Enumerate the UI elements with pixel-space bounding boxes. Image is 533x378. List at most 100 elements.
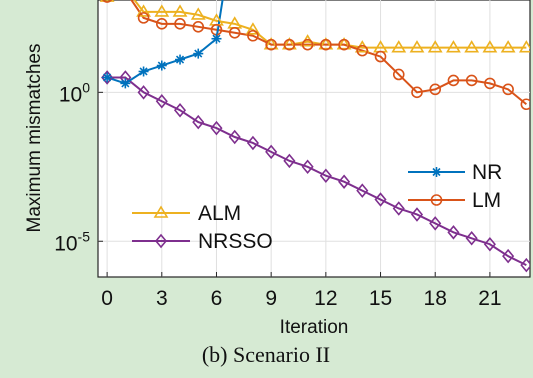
y-tick-label: 10-5 <box>54 228 90 255</box>
legend-lm-label: LM <box>472 189 501 212</box>
series-nr-point-stroke <box>157 61 166 70</box>
series-nrsso-point <box>192 114 205 130</box>
series-nr-point <box>138 66 149 77</box>
series-nrsso-point <box>173 102 187 118</box>
legend-nrsso-marker <box>154 233 168 249</box>
series-nrsso-point <box>356 183 369 198</box>
legend-nr-label: NR <box>472 161 502 184</box>
series-lm-point <box>392 68 405 81</box>
series-nrsso-point <box>483 236 496 252</box>
series-nrsso-point <box>283 153 296 169</box>
series-nrsso-point <box>319 168 332 183</box>
x-tick-label: 9 <box>265 287 277 310</box>
series-lm-line <box>130 0 527 106</box>
series-nrsso-point <box>265 144 278 160</box>
series-nrsso-point <box>410 207 424 222</box>
series-lm-point <box>247 29 259 42</box>
series-nr-point <box>211 33 222 44</box>
series-alm-point <box>245 22 261 35</box>
series-lm-point <box>484 77 496 90</box>
series-nrsso-point <box>228 129 241 145</box>
series-nr-point-stroke <box>212 34 221 43</box>
series-nr-point <box>156 60 167 71</box>
series-lm-point <box>411 86 423 99</box>
series-markers <box>99 0 530 273</box>
series-nrsso-point <box>502 248 515 264</box>
series-alm-point <box>281 37 297 50</box>
series-alm-point <box>154 4 170 17</box>
series-alm-point <box>336 37 352 50</box>
legend-nrsso-label: NRSSO <box>198 230 273 253</box>
figure-caption: (b) Scenario II <box>202 342 330 367</box>
series-alm-point <box>136 4 151 17</box>
series-alm-point <box>190 7 206 20</box>
series-alm-point <box>391 40 407 53</box>
y-tick-base: 10 <box>54 232 77 255</box>
series-lm-point <box>301 38 314 51</box>
series-alm-point <box>464 40 480 53</box>
series-nr-point-stroke <box>121 79 130 88</box>
series-nr-point-stroke <box>103 73 112 82</box>
y-tick-exponent: 0 <box>82 79 90 95</box>
series-alm-point <box>172 4 188 17</box>
series-nrsso-point <box>246 135 259 151</box>
series-alm-point <box>500 40 516 53</box>
series-lm-point <box>374 50 387 63</box>
series-lm-point <box>520 98 530 111</box>
series-lm-point <box>502 83 514 96</box>
series-lm-point <box>338 38 350 51</box>
series-lm-point <box>174 18 186 30</box>
series-alm-point <box>99 0 115 2</box>
x-tick-label: 3 <box>156 287 168 310</box>
series-nrsso-point <box>301 159 314 175</box>
series-nrsso-point <box>155 94 168 109</box>
series-lm-point <box>356 44 369 57</box>
series-alm-point <box>482 40 498 53</box>
series-lm-point <box>465 74 478 87</box>
series-lm-point <box>429 83 442 96</box>
x-tick-label: 21 <box>478 287 501 310</box>
series-lm-point <box>320 38 332 51</box>
series-nr-point <box>175 54 186 65</box>
x-axis-label: Iteration <box>280 317 349 338</box>
series-nrsso-point <box>374 192 387 207</box>
series-nrsso-point <box>392 201 405 216</box>
x-tick-label: 12 <box>314 287 337 310</box>
legend-alm-label: ALM <box>198 202 241 225</box>
legend-nr-symbol-stroke <box>432 167 441 177</box>
series-alm-point <box>263 37 279 50</box>
x-tick-label: 6 <box>211 287 223 310</box>
series-nrsso-point <box>429 216 442 231</box>
series-nr-point-stroke <box>139 67 148 76</box>
x-tick-label: 15 <box>369 287 392 310</box>
series-nr-point <box>120 78 131 89</box>
series-nrsso-point <box>101 70 114 85</box>
legend-nr-lm: NR LM <box>408 161 502 212</box>
series-nr-point <box>193 48 204 59</box>
grid <box>98 0 530 277</box>
series-nr-point <box>102 72 113 83</box>
series-nrsso-point <box>447 225 460 240</box>
series-lm-point <box>137 12 150 24</box>
legend-lm-marker <box>430 194 443 206</box>
series-nrsso-point <box>210 120 223 136</box>
series-lm-point <box>283 38 296 51</box>
series-nr-line <box>106 0 224 85</box>
legend-alm-marker <box>153 205 169 218</box>
legend-nr-marker <box>431 167 442 177</box>
series-alm-point <box>318 37 334 50</box>
series-alm-point <box>518 40 530 53</box>
series-alm-point <box>427 40 443 53</box>
series-alm-point <box>409 40 425 53</box>
series-nr-point-stroke <box>194 49 203 58</box>
series-nrsso-point <box>137 85 150 100</box>
y-axis-label: Maximum mismatches <box>24 44 45 233</box>
legend-alm-nrsso: ALM NRSSO <box>132 202 273 253</box>
legend-nr-symbol <box>431 167 442 177</box>
x-tick-label: 0 <box>101 287 113 310</box>
y-tick-exponent: -5 <box>78 228 91 244</box>
y-tick-label: 100 <box>59 79 90 106</box>
series-alm-point <box>446 40 461 53</box>
